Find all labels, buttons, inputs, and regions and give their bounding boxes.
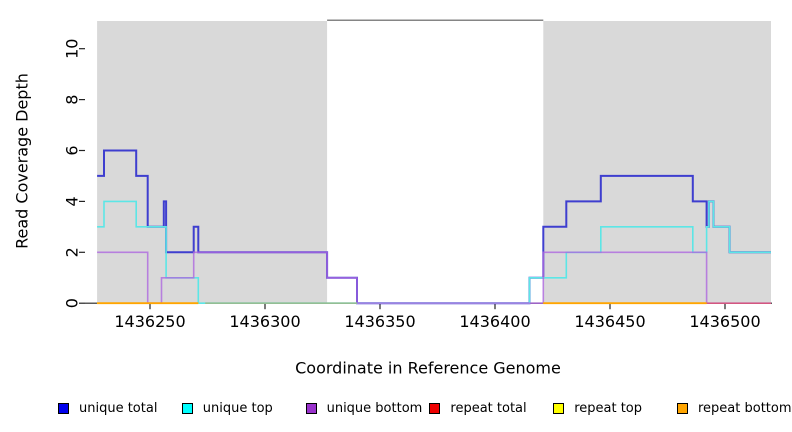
legend-item-repeat-top: repeat top bbox=[553, 400, 642, 416]
x-tick-label: 1436300 bbox=[229, 312, 300, 331]
y-tick-label: 0 bbox=[63, 298, 82, 308]
legend-swatch bbox=[677, 402, 688, 414]
legend-item-unique-total: unique total bbox=[58, 400, 157, 416]
legend-swatch bbox=[553, 402, 565, 414]
y-tick-label: 4 bbox=[63, 196, 82, 206]
legend-swatch bbox=[58, 402, 69, 414]
x-tick-label: 1436500 bbox=[689, 312, 760, 331]
legend-label: unique total bbox=[79, 400, 158, 416]
legend-item-unique-top: unique top bbox=[181, 400, 273, 416]
legend: unique total unique top unique bottom repea… bbox=[0, 400, 792, 420]
legend-label: repeat total bbox=[450, 400, 527, 416]
x-tick-label: 1436350 bbox=[344, 312, 415, 331]
legend-item-repeat-total: repeat total bbox=[429, 400, 527, 416]
legend-label: unique bottom bbox=[326, 400, 423, 416]
x-tick-label: 1436400 bbox=[459, 312, 530, 331]
x-tick-label: 1436450 bbox=[574, 312, 645, 331]
repeat-region-right bbox=[543, 21, 771, 304]
y-tick-label: 8 bbox=[63, 95, 82, 105]
legend-swatch bbox=[429, 402, 441, 414]
x-tick-label: 1436250 bbox=[114, 312, 185, 331]
x-axis-title: Coordinate in Reference Genome bbox=[295, 358, 561, 378]
legend-swatch bbox=[305, 402, 317, 414]
y-tick-label: 6 bbox=[63, 145, 82, 155]
legend-item-repeat-bottom: repeat bottom bbox=[677, 400, 792, 416]
y-tick-label: 10 bbox=[63, 39, 82, 59]
repeat-region-left bbox=[97, 21, 328, 304]
y-tick-label: 2 bbox=[63, 247, 82, 257]
y-axis-title: Read Coverage Depth bbox=[12, 73, 32, 249]
legend-item-unique-bottom: unique bottom bbox=[305, 400, 423, 416]
legend-label: repeat top bbox=[574, 400, 642, 416]
legend-label: repeat bottom bbox=[698, 400, 792, 416]
legend-swatch bbox=[181, 402, 193, 414]
legend-label: unique top bbox=[202, 400, 273, 416]
